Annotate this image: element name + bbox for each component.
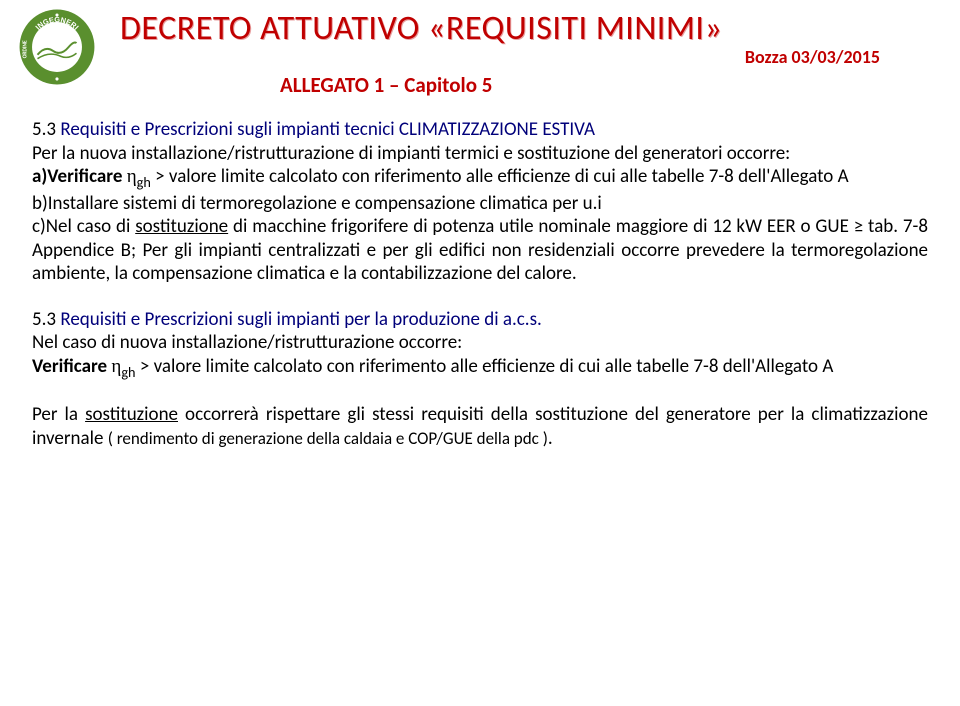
document-body: 5.3 Requisiti e Prescrizioni sugli impia…: [32, 118, 928, 450]
eta-subscript: gh: [137, 173, 151, 191]
verify-rest: > valore limite calcolato con riferiment…: [136, 355, 834, 378]
section-title-2: Requisiti e Prescrizioni sugli impianti …: [56, 308, 542, 331]
item-a-text: > valore limite calcolato con riferiment…: [151, 165, 849, 188]
substitution-note: Per la sostituzione occorrerà rispettare…: [32, 403, 928, 450]
section-5-3-estiva-heading: 5.3 Requisiti e Prescrizioni sugli impia…: [32, 118, 928, 142]
section-number-2: 5.3: [32, 308, 56, 331]
header: DECRETO ATTUATIVO «REQUISITI MINIMI»: [120, 8, 940, 49]
item-c: c)Nel caso di sostituzione di macchine f…: [32, 215, 928, 286]
sub-paren: ( rendimento di generazione della caldai…: [108, 428, 548, 449]
item-b: b)Installare sistemi di termoregolazione…: [32, 192, 928, 216]
item-a: a)Verificare ηgh > valore limite calcola…: [32, 165, 928, 191]
acs-verify: Verificare ηgh > valore limite calcolato…: [32, 355, 928, 381]
eta-subscript-2: gh: [121, 363, 135, 381]
eta-symbol: η: [127, 166, 137, 187]
bozza-date: Bozza 03/03/2015: [745, 46, 880, 68]
sub-underline: sostituzione: [85, 403, 178, 426]
subtitle: ALLEGATO 1 – Capitolo 5: [280, 72, 492, 98]
eta-symbol-2: η: [111, 356, 121, 377]
intro-line: Per la nuova installazione/ristrutturazi…: [32, 142, 928, 166]
item-a-label: a)Verificare: [32, 165, 127, 188]
section-title: Requisiti e Prescrizioni sugli impianti …: [56, 118, 595, 141]
item-c-underline: sostituzione: [135, 215, 228, 238]
svg-text:ORDINE: ORDINE: [23, 40, 29, 58]
acs-intro: Nel caso di nuova installazione/ristrutt…: [32, 331, 928, 355]
section-5-3-acs-heading: 5.3 Requisiti e Prescrizioni sugli impia…: [32, 308, 928, 332]
verify-label: Verificare: [32, 355, 111, 378]
section-number: 5.3: [32, 118, 56, 141]
main-title: DECRETO ATTUATIVO «REQUISITI MINIMI»: [120, 8, 940, 49]
sub-end: .: [548, 427, 553, 450]
item-c-pre: c)Nel caso di: [32, 215, 135, 238]
sub-pre: Per la: [32, 403, 85, 426]
org-logo: INGEGNERI N A P O L I ORDINE: [18, 8, 96, 86]
